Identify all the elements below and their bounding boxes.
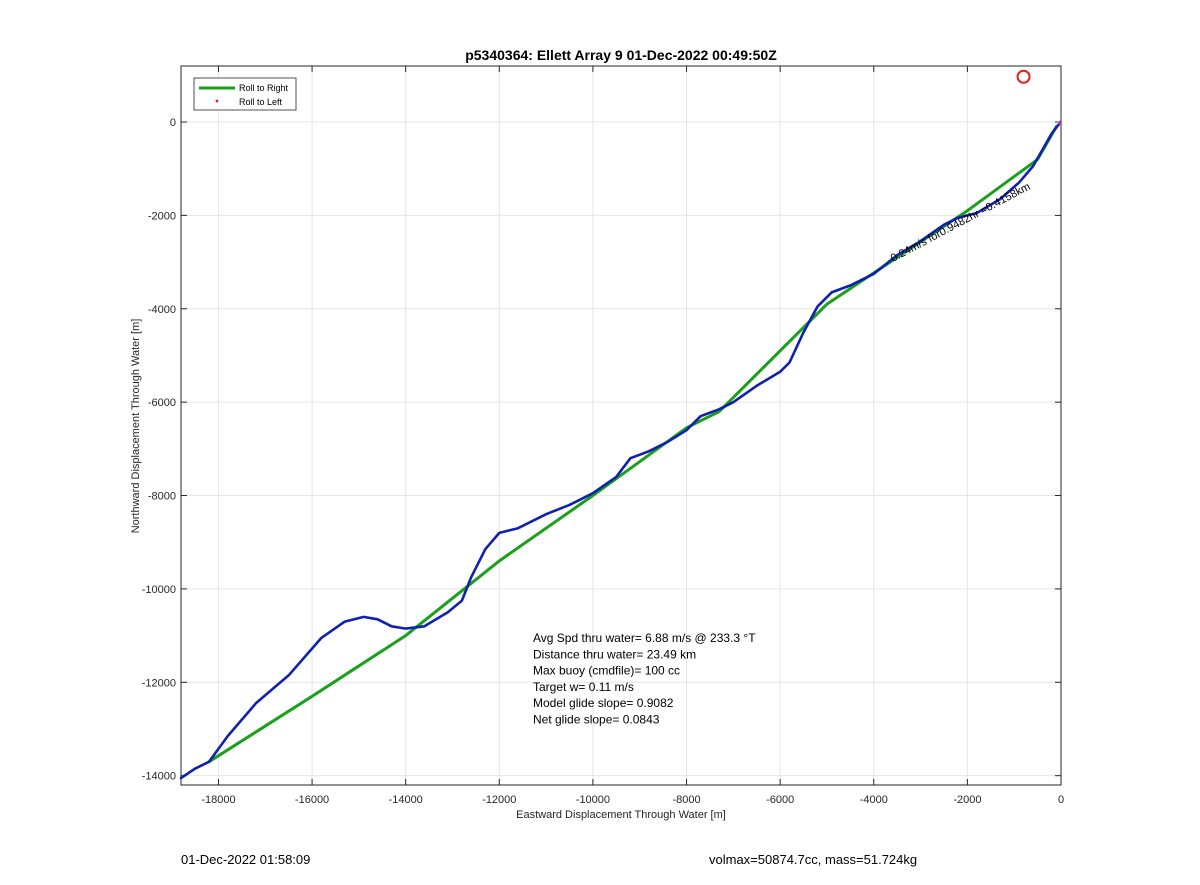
legend-box xyxy=(193,77,297,111)
y-tick-label: -6000 xyxy=(148,397,176,409)
x-tick-label: -4000 xyxy=(860,794,888,806)
legend-swatch-roll-left xyxy=(215,99,219,103)
axes-box xyxy=(180,65,1062,786)
stats-line: Target w= 0.11 m/s xyxy=(533,680,634,694)
footer-volmax-mass: volmax=50874.7cc, mass=51.724kg xyxy=(709,852,918,867)
x-tick-label: -16000 xyxy=(295,794,329,806)
legend-label-roll-left: Roll to Left xyxy=(239,97,283,107)
marker-end-star: * xyxy=(1057,118,1063,131)
x-tick-label: -2000 xyxy=(953,794,981,806)
marker-circle xyxy=(1016,69,1031,84)
x-tick-label: -10000 xyxy=(576,794,610,806)
x-tick-label: -18000 xyxy=(201,794,235,806)
legend: Roll to Right Roll to Left xyxy=(193,77,297,111)
x-tick-label: -14000 xyxy=(389,794,423,806)
grid-lines xyxy=(181,66,1062,785)
x-tick-label: 0 xyxy=(1058,794,1064,806)
series-line-track xyxy=(179,123,1060,780)
x-axis-label: Eastward Displacement Through Water [m] xyxy=(516,809,726,821)
y-tick-label: -12000 xyxy=(142,677,176,689)
rotated-segment-label: 0.24m/s for0.9482hr =0.4158km xyxy=(889,181,1033,265)
stats-line: Avg Spd thru water= 6.88 m/s @ 233.3 °T xyxy=(533,631,756,645)
x-tick-label: -12000 xyxy=(482,794,516,806)
y-tick-label: -2000 xyxy=(148,210,176,222)
legend-label-roll-right: Roll to Right xyxy=(239,83,289,93)
y-axis-label: Northward Displacement Through Water [m] xyxy=(130,319,142,534)
y-tick-label: -4000 xyxy=(148,304,176,316)
tick-group: -18000 -16000 -14000 -12000 -10000 -8000 -6000… xyxy=(142,66,1064,806)
stats-line: Net glide slope= 0.0843 xyxy=(533,713,660,727)
y-tick-label: -14000 xyxy=(142,771,176,783)
stats-line: Max buoy (cmdfile)= 100 cc xyxy=(533,664,680,678)
footer-timestamp: 01-Dec-2022 01:58:09 xyxy=(181,852,311,867)
series-line-roll-right xyxy=(207,125,1058,764)
annotation-group: Avg Spd thru water= 6.88 m/s @ 233.3 °T D… xyxy=(533,181,1032,727)
x-tick-label: -8000 xyxy=(672,794,700,806)
stats-line: Model glide slope= 0.9082 xyxy=(533,696,674,710)
y-tick-label: -8000 xyxy=(148,491,176,503)
y-tick-label: -10000 xyxy=(142,584,176,596)
stats-line: Distance thru water= 23.49 km xyxy=(533,647,696,661)
x-tick-label: -6000 xyxy=(766,794,794,806)
y-tick-label: 0 xyxy=(170,117,176,129)
series-group xyxy=(179,123,1060,780)
chart-title: p5340364: Ellett Array 9 01-Dec-2022 00:… xyxy=(465,47,777,63)
marker-group: * xyxy=(1016,69,1063,131)
